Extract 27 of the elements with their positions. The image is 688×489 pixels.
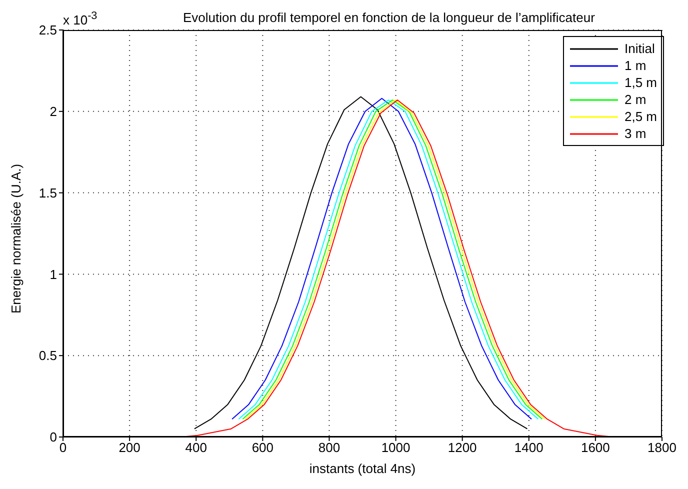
x-tick-label: 1200: [448, 440, 477, 456]
legend-label: 3 m: [624, 126, 646, 141]
y-tick-label: 1.5: [38, 185, 57, 200]
legend-label: 1 m: [624, 58, 646, 73]
x-tick-label: 200: [118, 440, 140, 456]
y-tick-label: 0: [50, 430, 57, 445]
y-axis-title: Energie normalisée (U.A.): [8, 164, 24, 314]
text: x 10$^{-3}$: [63, 10, 98, 28]
x-tick-label: 1000: [381, 440, 410, 456]
x-tick-label: 0: [59, 440, 67, 456]
x-tick-label: 1600: [580, 440, 610, 456]
legend-label: 1,5 m: [624, 75, 657, 90]
y-tick-label: 2.5: [38, 22, 57, 38]
x-axis-title: instants (total 4ns): [309, 461, 416, 476]
y-tick-label: 1: [50, 266, 57, 282]
chart-title: Evolution du profil temporel en fonction de la longueur de l’amplificateur: [183, 10, 596, 25]
y-tick-label: 2: [50, 104, 57, 120]
x-tick-label: 600: [252, 440, 274, 456]
x-tick-label: 1800: [648, 440, 676, 456]
legend-label: 2 m: [624, 92, 646, 107]
x-tick-label: 1400: [514, 440, 544, 456]
line-series: [194, 96, 528, 430]
legend-label: Initial: [624, 41, 655, 56]
legend-label: 2,5 m: [624, 109, 657, 124]
x-tick-label: 400: [185, 440, 207, 456]
y-tick-label: 0.5: [38, 348, 57, 364]
x-tick-label: 800: [318, 440, 340, 456]
